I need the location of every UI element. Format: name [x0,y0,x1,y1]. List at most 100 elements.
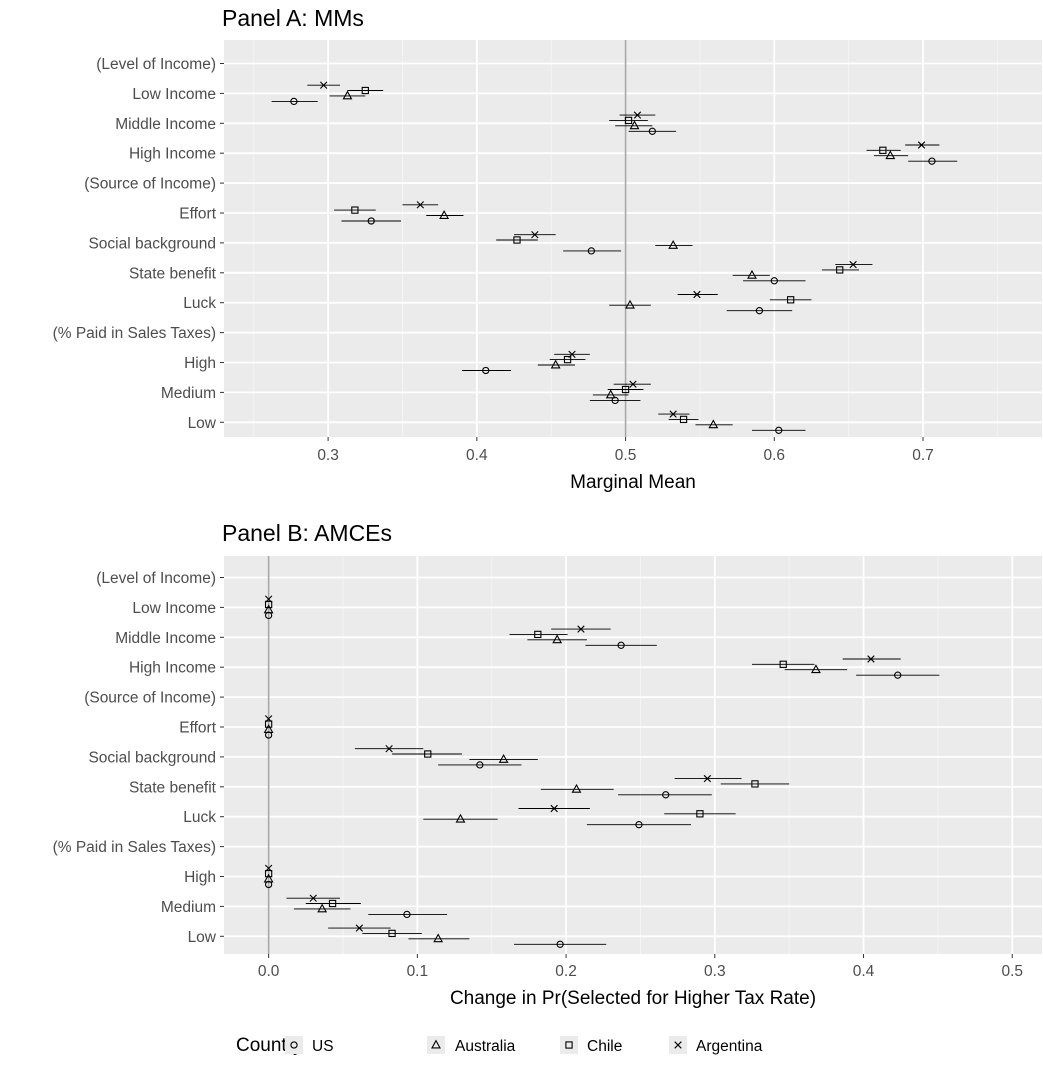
y-tick-label-social-background: Social background [88,235,216,252]
point-us-social-background [476,761,484,769]
point-australia-low [433,933,444,943]
panel-a: Panel A: MMs (Level of Income) Low Income… [53,5,1042,493]
y-tick-label-middle-income: Middle Income [115,116,216,133]
point-australia-high-income [885,150,896,160]
point-us-state-benefit [662,791,670,799]
legend-key-chile [560,1036,578,1054]
x-tick-label: 0.4 [853,963,875,980]
point-us-medium [611,396,619,405]
legend-marker-chile [565,1041,573,1049]
point-us-social-background [587,247,596,255]
x-tick-label: 0.3 [704,963,726,980]
point-australia-luck [625,299,635,309]
point-argentina-luck [693,290,701,299]
legend-marker-australia [431,1039,441,1049]
x-tick-label: 0.3 [317,447,339,464]
point-australia-high-income [810,664,821,674]
point-argentina-high-income [917,141,926,149]
point-argentina-low-income [319,81,328,89]
point-us-medium [403,910,411,919]
y-tick-label-effort: Effort [179,206,216,223]
panel-b-marks [263,595,940,948]
x-tick-label: 0.1 [407,963,429,980]
point-australia-state-benefit [747,269,757,279]
point-us-low [775,426,783,434]
point-chile-social-background [513,236,521,244]
y-tick-label-level-of-income: (Level of Income) [96,570,216,587]
panel-b-x-axis-title: Change in Pr(Selected for Higher Tax Rat… [450,988,816,1009]
point-chile-effort [351,206,359,214]
point-chile-state-benefit [836,266,844,274]
y-tick-label-low: Low [188,415,217,432]
y-tick-label-high-income: High Income [129,146,216,163]
point-chile-high-income [779,660,787,668]
point-chile-state-benefit [751,780,759,788]
panel-a-plot-background [224,40,1042,437]
point-us-luck [635,821,643,829]
point-chile-high [563,355,572,364]
point-chile-middle-income [624,116,633,125]
point-argentina-effort [416,201,425,209]
legend-label-argentina: Argentina [696,1038,763,1055]
point-argentina-low [355,924,364,932]
y-tick-label-low-income: Low Income [132,86,216,103]
point-us-middle-income [617,641,625,649]
x-tick-label: 0.6 [764,447,786,464]
point-australia-social-background [498,753,509,763]
y-tick-label-state-benefit: State benefit [129,265,217,282]
point-australia-low [708,419,719,429]
panel-b-grid [224,556,1042,954]
point-us-low-income [264,611,273,620]
y-tick-label-low: Low [188,929,217,946]
x-tick-label: 0.4 [466,447,488,464]
panel-b: Panel B: AMCEs (Level of Income) Low Inco… [53,520,1042,1009]
point-argentina-state-benefit [703,774,712,783]
point-chile-low [679,415,688,424]
point-us-effort [264,731,273,739]
legend-marker-us [290,1041,298,1049]
point-chile-medium [621,385,630,394]
y-tick-label-high: High [184,355,216,372]
legend-items: US Australia Chile Argentina [285,1036,763,1055]
point-chile-social-background [424,750,432,758]
point-australia-low-income [342,90,353,100]
point-argentina-state-benefit [849,260,857,269]
legend-label-us: US [312,1038,334,1055]
y-tick-label-middle-income: Middle Income [115,630,216,647]
point-australia-social-background [668,239,679,249]
point-argentina-social-background [385,745,393,753]
point-chile-effort [264,720,273,728]
point-australia-luck [455,813,466,823]
point-australia-effort [439,210,450,219]
panel-a-x-axis-title: Marginal Mean [570,472,696,493]
y-tick-label-medium: Medium [161,899,216,916]
point-argentina-medium [309,894,317,902]
y-tick-label-effort: Effort [179,720,216,737]
point-argentina-low [669,410,677,418]
point-us-low-income [290,97,298,106]
point-us-effort [367,217,375,225]
point-australia-middle-income [629,120,640,130]
panel-a-x-tick-labels: 0.3 0.4 0.5 0.6 0.7 [317,437,934,464]
legend-label-chile: Chile [587,1038,622,1055]
point-chile-luck [787,296,795,304]
y-tick-label-paid-in-sales-taxes: (% Paid in Sales Taxes) [53,839,216,856]
point-argentina-middle-income [577,625,585,633]
point-australia-medium [605,389,616,399]
point-chile-low-income [361,86,369,95]
y-tick-label-social-background: Social background [88,749,216,766]
point-chile-high-income [879,146,887,154]
y-tick-label-luck: Luck [183,295,216,312]
legend-key-us [285,1036,303,1054]
point-australia-high [550,359,561,369]
x-tick-label: 0.5 [1001,963,1023,980]
y-tick-label-high-income: High Income [129,660,216,677]
point-us-middle-income [648,127,656,135]
y-tick-label-state-benefit: State benefit [129,779,217,796]
point-australia-middle-income [552,634,563,644]
point-us-high-income [894,671,902,679]
point-chile-medium [328,899,337,908]
point-us-low [556,940,564,948]
legend: Country US Australia Chile Argentina [236,1035,763,1056]
